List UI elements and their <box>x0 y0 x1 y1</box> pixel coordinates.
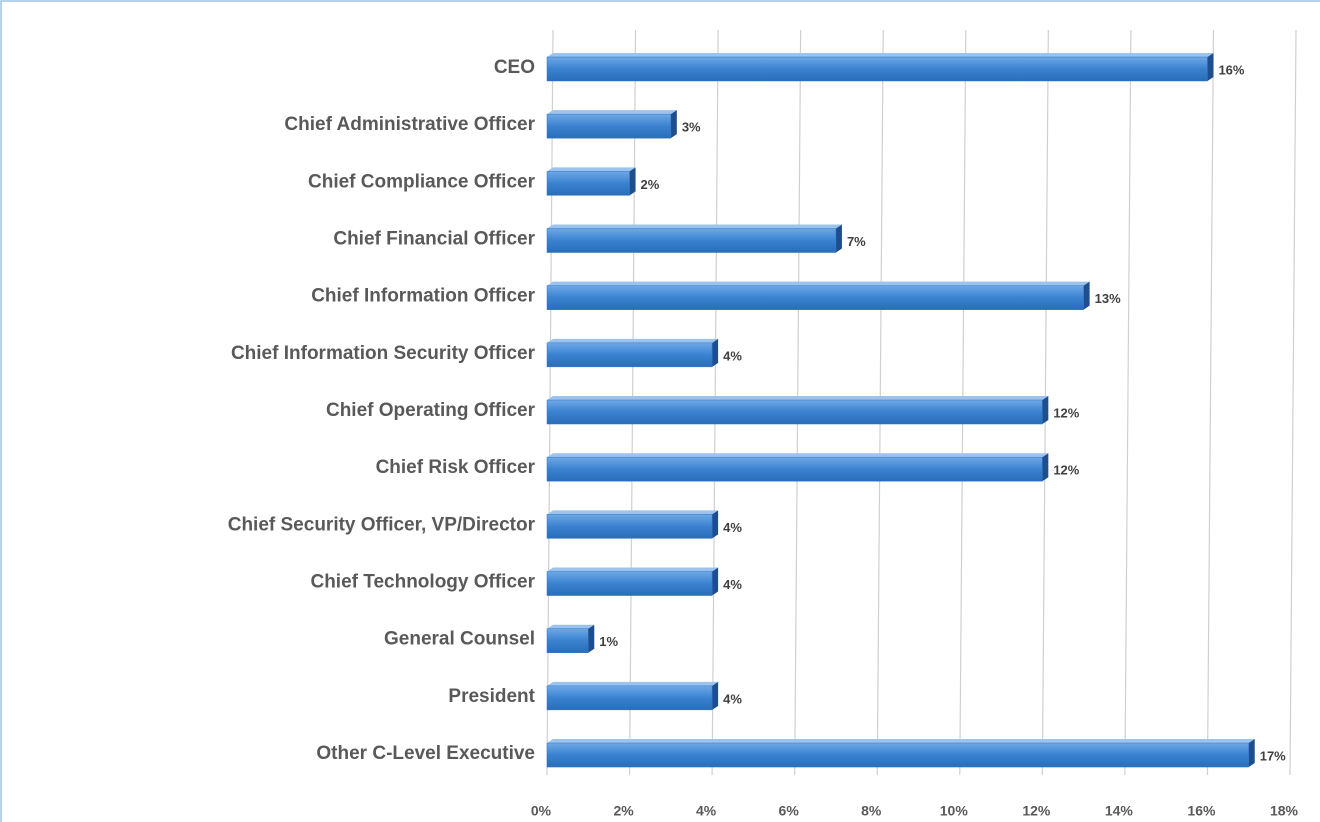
bar-side <box>1083 281 1090 310</box>
bar-top <box>547 739 1255 744</box>
bar-top <box>547 510 719 515</box>
value-label: 7% <box>847 234 866 249</box>
category-label: General Counsel <box>384 629 535 650</box>
x-tick-label: 0% <box>531 803 552 819</box>
bar-top <box>547 338 719 343</box>
bar <box>546 228 837 253</box>
bar-side <box>712 567 719 596</box>
bar-side <box>1248 739 1255 768</box>
bar <box>546 571 713 596</box>
x-tick-label: 14% <box>1105 803 1134 819</box>
bar <box>546 628 589 653</box>
grid-line <box>1124 29 1132 776</box>
grid-line <box>1289 29 1297 776</box>
bar-top <box>547 396 1049 401</box>
bar-top <box>547 224 842 229</box>
category-label: Chief Risk Officer <box>376 457 536 478</box>
bar <box>546 342 713 368</box>
bar-side <box>712 510 719 539</box>
bar-side <box>1207 53 1214 81</box>
value-label: 4% <box>723 348 742 363</box>
bar-top <box>547 453 1049 458</box>
bar <box>546 285 1084 310</box>
bar-side <box>1042 453 1049 482</box>
x-tick-label: 6% <box>779 803 800 819</box>
bar-side <box>670 110 677 139</box>
bar <box>546 399 1043 425</box>
x-tick-label: 16% <box>1187 803 1216 819</box>
category-label: CEO <box>494 57 535 78</box>
bar-top <box>547 53 1214 57</box>
bar-side <box>712 338 719 367</box>
bar-top <box>547 167 636 172</box>
value-label: 12% <box>1053 405 1079 420</box>
bar <box>546 514 713 539</box>
x-tick-label: 12% <box>1022 803 1051 819</box>
bar-side <box>835 224 842 253</box>
category-label: President <box>448 686 535 707</box>
category-label: Chief Financial Officer <box>333 229 535 250</box>
bar-side <box>712 681 719 710</box>
bar <box>546 171 630 196</box>
category-label: Chief Operating Officer <box>326 400 536 421</box>
category-label: Chief Compliance Officer <box>308 171 536 192</box>
value-label: 17% <box>1260 748 1286 763</box>
bar-top <box>547 110 677 115</box>
value-label: 1% <box>599 634 618 649</box>
bar-side <box>629 167 636 196</box>
value-label: 4% <box>723 691 742 706</box>
bar-top <box>547 281 1090 286</box>
value-label: 3% <box>682 120 701 135</box>
bar-top <box>547 567 719 572</box>
bar-top <box>547 681 719 686</box>
category-label: Chief Administrative Officer <box>284 114 535 135</box>
bar <box>546 456 1043 482</box>
category-label: Chief Information Officer <box>311 286 535 307</box>
category-label: Other C-Level Executive <box>316 743 535 764</box>
bar-side <box>588 624 595 653</box>
x-tick-label: 2% <box>613 803 634 819</box>
value-label: 16% <box>1218 62 1244 77</box>
category-label: Chief Security Officer, VP/Director <box>228 514 536 535</box>
value-label: 13% <box>1095 291 1121 306</box>
x-tick-label: 18% <box>1270 803 1299 819</box>
category-label: Chief Technology Officer <box>310 572 535 593</box>
bar <box>546 113 672 139</box>
x-tick-label: 4% <box>696 803 717 819</box>
value-label: 12% <box>1053 463 1079 478</box>
category-label: Chief Information Security Officer <box>231 343 536 364</box>
bar <box>546 685 713 711</box>
grid-line <box>1206 29 1215 776</box>
value-label: 4% <box>723 577 742 592</box>
bar <box>546 56 1208 82</box>
bar <box>546 742 1249 768</box>
bar-side <box>1042 396 1049 425</box>
value-label: 4% <box>723 520 742 535</box>
value-label: 2% <box>641 177 660 192</box>
x-tick-label: 8% <box>861 803 882 819</box>
bar-top <box>547 624 595 629</box>
x-tick-label: 10% <box>940 803 969 819</box>
